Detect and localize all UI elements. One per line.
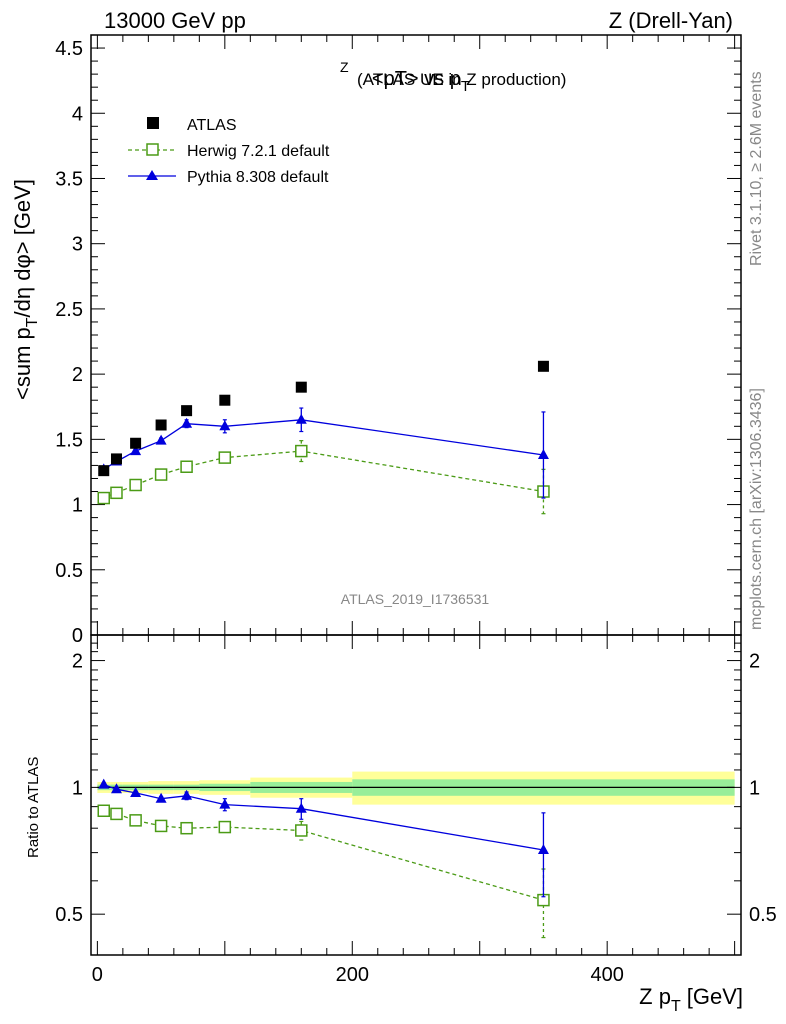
ratio-herwig-point — [97, 804, 110, 818]
ratio-bands — [97, 771, 735, 805]
ratio-ytick-label-left: 2 — [72, 651, 83, 673]
main-ytick-label: 1 — [72, 495, 83, 517]
ratio-herwig-point — [218, 820, 232, 834]
main-herwig-point — [180, 460, 193, 473]
main-atlas-point — [219, 394, 231, 406]
main-ytick-label: 0 — [72, 625, 83, 647]
ratio-panel: 0.5 0.5 1 1 2 2 0 200 400 Ratio to ATLAS Z pT [Ge… — [25, 634, 777, 1015]
ratio-series — [97, 778, 550, 939]
main-ytick-label: 1.5 — [55, 429, 83, 451]
main-pythia-point — [537, 449, 549, 459]
ratio-herwig-point — [295, 824, 308, 837]
ratio-ytick-label-right: 2 — [749, 651, 760, 673]
main-ytick-label: 2.5 — [55, 299, 83, 321]
ratio-ytick-label-left: 0.5 — [55, 904, 83, 926]
mcplots-label: mcplots.cern.ch [arXiv:1306.3436] — [748, 388, 765, 630]
main-pythia-line — [103, 419, 544, 470]
ratio-pythia-point — [295, 802, 307, 813]
ratio-pythia-point — [98, 778, 110, 789]
header-left: 13000 GeV pp — [104, 8, 246, 33]
main-ylabel-main: <sum p — [10, 327, 35, 400]
main-ytick-label: 2 — [72, 364, 83, 386]
rivet-label: Rivet 3.1.10, ≥ 2.6M events — [748, 71, 765, 266]
main-pythia-point — [181, 417, 193, 428]
ratio-pythia-point — [110, 783, 122, 794]
main-atlas-point — [181, 405, 193, 417]
ratio-herwig-point — [110, 807, 123, 821]
ratio-pythia-point — [537, 844, 549, 855]
ratio-pythia-point — [181, 789, 193, 800]
legend-herwig-label: Herwig 7.2.1 default — [187, 143, 330, 160]
main-title-sub: T — [461, 78, 470, 95]
ratio-xlabel-sub: T — [671, 998, 681, 1015]
main-ytick-label: 4 — [72, 103, 83, 125]
ratio-frame — [90, 634, 742, 956]
main-atlas-point — [110, 453, 122, 465]
main-herwig-point — [218, 451, 232, 464]
main-herwig-point — [154, 468, 168, 481]
main-ytick-label: 4.5 — [55, 38, 83, 60]
ratio-pythia-point — [219, 798, 231, 809]
main-series — [97, 360, 550, 515]
main-atlas-point — [155, 419, 167, 431]
main-ytick-label: 3 — [72, 234, 83, 256]
ratio-pythia-point — [155, 792, 167, 803]
ratio-ylabel: Ratio to ATLAS — [25, 757, 42, 858]
main-atlas-point — [130, 437, 142, 449]
main-pythia-point — [295, 413, 307, 424]
main-atlas-point — [295, 381, 307, 393]
main-ticks: 0 0.5 1 1.5 2 2.5 3 3.5 4 4.5 — [55, 34, 741, 647]
main-title-suffix: (ATLAS UE in Z production) — [357, 70, 566, 89]
ratio-xtick-label: 200 — [336, 964, 369, 986]
ratio-herwig-point — [180, 821, 193, 835]
ratio-herwig-line — [103, 810, 544, 901]
legend-atlas-label: ATLAS — [187, 117, 237, 134]
main-herwig-point — [110, 486, 123, 500]
ratio-xlabel-main: Z p — [639, 984, 671, 1009]
main-ylabel: <sum pT/dη dφ> [GeV] — [10, 179, 41, 400]
legend-herwig-marker — [146, 143, 159, 156]
main-title: <pT> vs pT — [372, 68, 470, 95]
ratio-xtick-label: 400 — [590, 964, 623, 986]
main-ylabel-rest: /dη dφ> [GeV] — [10, 179, 35, 317]
main-herwig-point — [129, 478, 142, 492]
main-title-sup: Z — [340, 59, 349, 75]
ratio-herwig-point — [154, 819, 168, 833]
main-herwig-line — [103, 450, 544, 499]
main-atlas-point — [98, 465, 110, 477]
legend-pythia-label: Pythia 8.308 default — [187, 169, 329, 186]
main-atlas-point — [537, 360, 549, 372]
main-pythia-point — [219, 420, 231, 431]
ratio-herwig-point — [129, 814, 142, 827]
main-herwig-point — [97, 491, 110, 505]
legend: ATLAS Herwig 7.2.1 default Pythia 8.308 … — [128, 117, 330, 186]
ratio-ytick-label-right: 0.5 — [749, 904, 777, 926]
header-right: Z (Drell-Yan) — [609, 8, 733, 33]
ratio-xlabel: Z pT [GeV] — [639, 984, 743, 1015]
legend-pythia-marker — [146, 170, 158, 180]
main-herwig-point — [295, 444, 308, 458]
main-panel: 00.511.522.533.544.5 <pT> vs pT Z (ATLAS… — [10, 34, 742, 647]
ratio-ytick-label-right: 1 — [749, 777, 760, 799]
ratio-xtick-label: 0 — [92, 964, 103, 986]
ratio-pythia-point — [130, 786, 142, 797]
main-pythia-point — [130, 445, 142, 456]
legend-atlas-marker — [147, 117, 159, 129]
main-ytick-label: 3.5 — [55, 168, 83, 190]
main-title-text: <pT> vs p — [372, 68, 461, 90]
ratio-ticks: 0.5 0.5 1 1 2 2 0 200 400 — [55, 634, 777, 986]
main-pythia-point — [155, 434, 167, 445]
main-ytick-label: 0.5 — [55, 560, 83, 582]
ratio-ytick-label-left: 1 — [72, 777, 83, 799]
ratio-xlabel-rest: [GeV] — [687, 984, 743, 1009]
analysis-label: ATLAS_2019_I1736531 — [341, 591, 490, 607]
main-ylabel-sub: T — [24, 317, 41, 327]
